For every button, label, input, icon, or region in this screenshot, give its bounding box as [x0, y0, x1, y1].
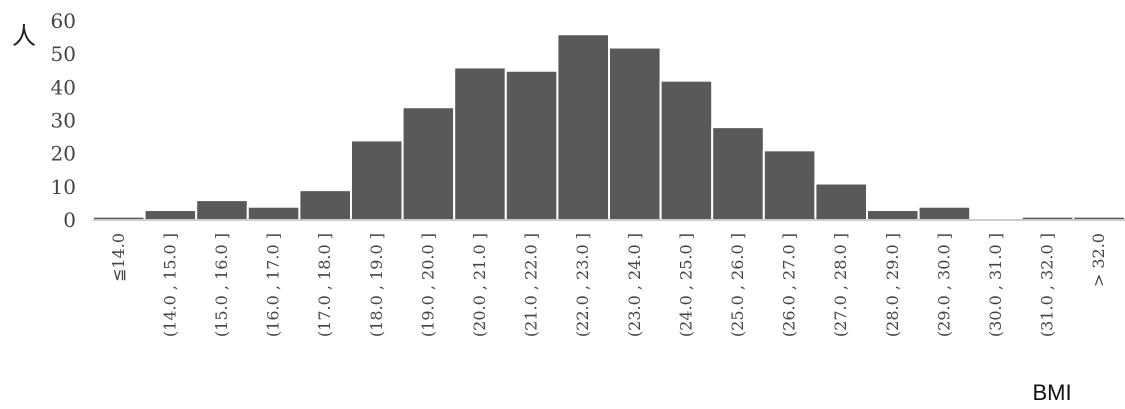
x-tick-label: (17.0 , 18.0 ] — [315, 233, 334, 337]
x-tick-label: (21.0 , 22.0 ] — [522, 233, 541, 337]
x-tick-label: (22.0 , 23.0 ] — [573, 233, 592, 337]
y-tick-label: 20 — [51, 142, 76, 166]
y-tick-label: 30 — [51, 109, 76, 133]
x-tick-label: (29.0 , 30.0 ] — [934, 233, 953, 337]
x-tick-label: (15.0 , 16.0 ] — [212, 233, 231, 337]
y-axis-label: 人 — [12, 22, 36, 50]
bar — [762, 149, 817, 222]
x-tick-label: (28.0 , 29.0 ] — [883, 233, 902, 337]
x-tick-label: ≦14.0 — [109, 233, 128, 282]
x-tick-label: (31.0 , 32.0 ] — [1038, 233, 1057, 337]
x-axis-ticks: ≦14.0 (14.0 , 15.0 ] (15.0 , 16.0 ] (16.0 ,… — [109, 233, 1108, 337]
bar — [711, 126, 765, 221]
x-tick-label: (23.0 , 24.0 ] — [625, 233, 644, 337]
bar — [246, 205, 301, 222]
x-tick-label: (16.0 , 17.0 ] — [264, 233, 283, 337]
x-tick-label: (25.0 , 26.0 ] — [728, 233, 747, 337]
bar — [866, 209, 920, 222]
x-tick-label: (14.0 , 15.0 ] — [160, 233, 179, 337]
bar — [350, 139, 404, 221]
y-axis-ticks: 0 10 20 30 40 50 60 — [51, 9, 76, 232]
bar — [608, 46, 662, 221]
x-tick-label: (18.0 , 19.0 ] — [367, 233, 386, 337]
bar — [659, 79, 714, 221]
bar — [143, 209, 198, 222]
bar — [401, 106, 456, 221]
bar — [504, 69, 559, 221]
bar — [556, 33, 611, 222]
bar — [298, 189, 352, 221]
bar — [453, 66, 507, 221]
bars — [92, 33, 1125, 222]
y-tick-label: 10 — [51, 175, 76, 199]
y-tick-label: 0 — [63, 208, 76, 232]
bar — [917, 205, 972, 222]
x-tick-label: > 32.0 — [1089, 233, 1108, 287]
bar — [814, 182, 869, 221]
y-tick-label: 60 — [51, 9, 76, 33]
x-tick-label: (30.0 , 31.0 ] — [986, 233, 1005, 337]
bar — [195, 199, 249, 222]
x-tick-label: (24.0 , 25.0 ] — [676, 233, 695, 337]
y-tick-label: 50 — [51, 42, 76, 66]
y-tick-label: 40 — [51, 75, 76, 99]
x-tick-label: (19.0 , 20.0 ] — [418, 233, 437, 337]
x-tick-label: (26.0 , 27.0 ] — [780, 233, 799, 337]
x-tick-label: (27.0 , 28.0 ] — [831, 233, 850, 337]
x-tick-label: (20.0 , 21.0 ] — [470, 233, 489, 337]
x-axis-label: BMI — [1032, 380, 1071, 405]
